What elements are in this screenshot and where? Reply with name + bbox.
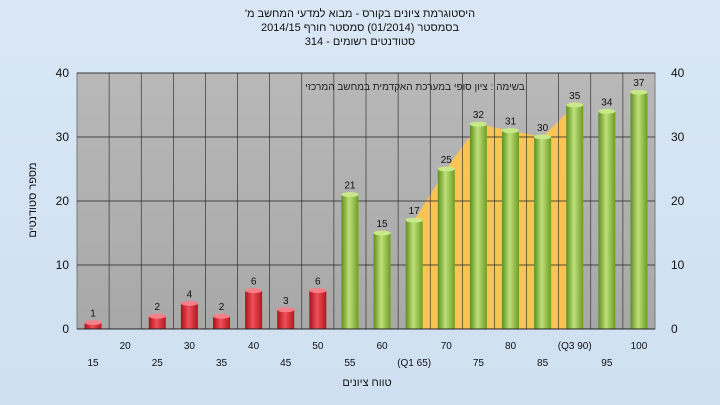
bar xyxy=(405,220,423,329)
x-tick-label: 80 xyxy=(505,341,517,352)
bar-cap xyxy=(84,320,102,326)
axes: 0 0 10 10 20 20 30 30 40 40 15 20 25 30 35 40 45 50 55 60 (Q… xyxy=(56,66,685,369)
y-tick-label-right: 0 xyxy=(671,322,678,336)
bar-cap xyxy=(245,288,263,294)
x-tick-label: 30 xyxy=(184,341,196,352)
bar-cap xyxy=(437,166,455,172)
y-tick-label-right: 20 xyxy=(671,194,685,208)
bar-value-label: 2 xyxy=(154,302,160,313)
bar xyxy=(630,92,648,329)
y-tick-label-left: 30 xyxy=(56,130,70,144)
bar xyxy=(373,233,391,329)
x-tick-label: 100 xyxy=(631,341,648,352)
x-tick-label: (Q3 90) xyxy=(558,341,592,352)
chart-title-line-2: בסמסטר (01/2014) סמסטר חורף 2014/15 xyxy=(260,22,460,34)
bar-value-label: 17 xyxy=(409,206,421,217)
x-tick-label: 45 xyxy=(280,358,292,369)
bar-cap xyxy=(405,217,423,223)
bar xyxy=(84,322,102,329)
bar xyxy=(213,316,230,329)
bar xyxy=(277,309,295,329)
bar-value-label: 32 xyxy=(473,110,485,121)
x-tick-label: 70 xyxy=(441,341,453,352)
y-tick-label-left: 20 xyxy=(56,194,70,208)
x-tick-label: 25 xyxy=(152,358,164,369)
bar-value-label: 37 xyxy=(633,78,645,89)
bar-value-label: 4 xyxy=(187,289,193,300)
y-tick-label-right: 30 xyxy=(671,130,685,144)
y-tick-label-left: 0 xyxy=(62,322,69,336)
bar-value-label: 6 xyxy=(251,277,257,288)
bar xyxy=(180,303,198,329)
x-axis-label: טווח ציונים xyxy=(342,377,391,389)
bar-cap xyxy=(148,313,166,319)
x-tick-label: 50 xyxy=(312,341,324,352)
bar xyxy=(598,111,616,330)
x-tick-label: (Q1 65) xyxy=(397,358,431,369)
bar-value-label: 3 xyxy=(283,296,289,307)
annotation-text: בשימה : ציון סופי במערכת האקדמית במחשב ה… xyxy=(305,82,525,93)
chart-annotation: בשימה : ציון סופי במערכת האקדמית במחשב ה… xyxy=(305,82,525,93)
bar-cap xyxy=(341,192,359,198)
bar-value-label: 1 xyxy=(90,309,96,320)
x-tick-label: 35 xyxy=(216,358,228,369)
x-tick-label: 20 xyxy=(120,341,132,352)
bar-value-label: 15 xyxy=(376,219,388,230)
chart-title-line-3: סטודנטים רשומים - 314 xyxy=(304,36,416,48)
bar-cap xyxy=(180,300,198,306)
bar xyxy=(534,137,552,329)
bar-cap xyxy=(277,307,295,313)
bar-value-label: 35 xyxy=(569,91,581,102)
y-tick-label-left: 10 xyxy=(56,258,70,272)
bar xyxy=(309,290,327,329)
bar-cap xyxy=(566,102,584,108)
x-tick-label: 55 xyxy=(344,358,356,369)
bar-cap xyxy=(309,288,327,294)
bar-value-label: 25 xyxy=(441,155,453,166)
bar xyxy=(469,124,487,329)
chart-title-line-1: היסטוגרמת ציונים בקורס - מבוא למדעי המחש… xyxy=(244,8,476,20)
bar-cap xyxy=(373,230,391,236)
y-tick-label-right: 10 xyxy=(671,258,685,272)
x-tick-label: 75 xyxy=(473,358,485,369)
bar-cap xyxy=(534,134,552,140)
bar-value-label: 21 xyxy=(344,181,356,192)
bar xyxy=(437,169,455,329)
x-tick-label: 60 xyxy=(376,341,388,352)
bar-cap xyxy=(469,121,487,127)
y-tick-label-left: 40 xyxy=(56,66,70,80)
bar-value-label: 34 xyxy=(601,97,613,108)
bar-cap xyxy=(598,108,616,114)
bar xyxy=(341,194,359,329)
y-axis-label: מספר סטודנטים xyxy=(27,162,39,237)
y-tick-label-right: 40 xyxy=(671,66,685,80)
bar xyxy=(245,290,263,329)
bar-cap xyxy=(502,128,519,134)
bar-cap xyxy=(213,313,230,319)
bar-value-label: 31 xyxy=(505,117,517,128)
bar xyxy=(566,105,584,329)
bars: 1 2 4 2 6 3 6 21 15 17 25 32 31 30 35 34 37 xyxy=(84,78,648,330)
x-tick-label: 85 xyxy=(537,358,549,369)
bar-value-label: 2 xyxy=(219,302,225,313)
x-tick-label: 95 xyxy=(601,358,613,369)
x-tick-label: 15 xyxy=(87,358,99,369)
bar-value-label: 30 xyxy=(537,123,549,134)
bar xyxy=(502,130,519,329)
bar-cap xyxy=(630,89,648,95)
x-tick-label: 40 xyxy=(248,341,260,352)
bar xyxy=(148,316,166,329)
bar-value-label: 6 xyxy=(315,277,321,288)
